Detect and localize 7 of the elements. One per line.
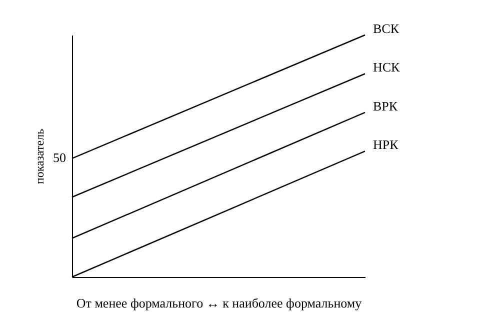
series-label: ВРК	[373, 98, 398, 114]
series-label: НРК	[373, 137, 399, 152]
x-axis-title: От менее формального ↔ к наиболее формальному	[76, 296, 362, 310]
annotation: 50	[53, 150, 66, 165]
y-axis-title: показатель	[32, 128, 46, 184]
series-label: НСК	[373, 60, 400, 75]
series-label: ВСК	[373, 21, 400, 36]
